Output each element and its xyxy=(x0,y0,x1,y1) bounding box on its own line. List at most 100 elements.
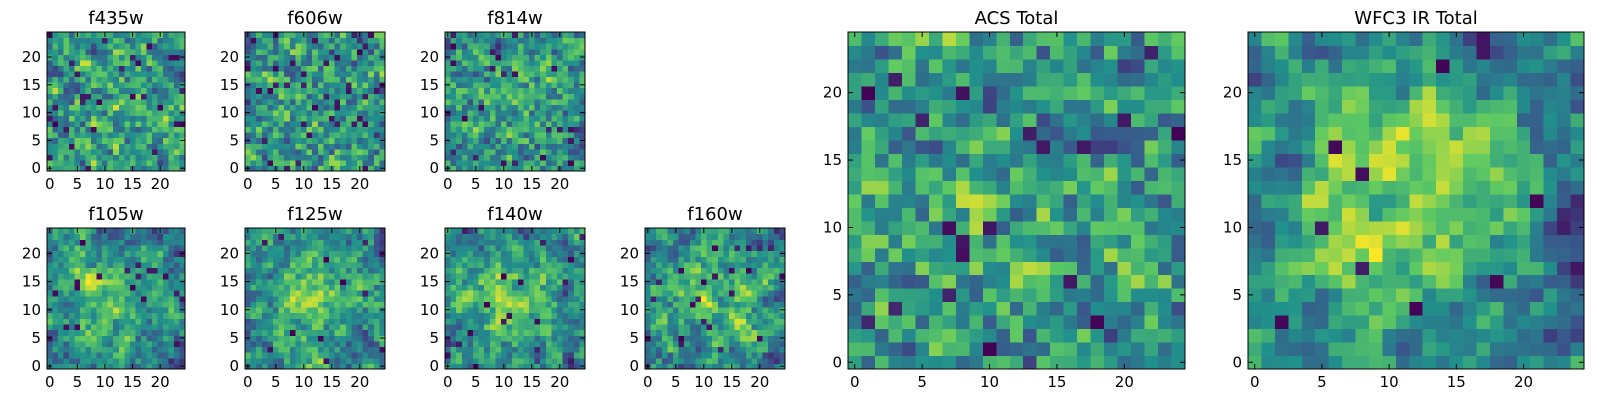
x-tick-label: 15 xyxy=(123,175,142,193)
heatmap-cell xyxy=(501,115,508,122)
heatmap-cell xyxy=(295,126,302,133)
heatmap-cell xyxy=(517,93,524,100)
heatmap-cell xyxy=(478,132,485,139)
heatmap-cell xyxy=(85,115,92,122)
heatmap-cell xyxy=(540,59,547,66)
heatmap-cell xyxy=(969,234,984,249)
heatmap-cell xyxy=(751,357,758,364)
heatmap-cell xyxy=(1077,315,1092,330)
heatmap-cell xyxy=(107,284,114,291)
heatmap-cell xyxy=(751,323,758,331)
heatmap-cell xyxy=(261,346,268,353)
heatmap-cell xyxy=(517,70,524,78)
heatmap-cell xyxy=(495,273,502,280)
heatmap-cell xyxy=(273,109,280,116)
heatmap-cell xyxy=(757,244,764,252)
heatmap-cell xyxy=(173,120,181,128)
heatmap-cell xyxy=(69,290,76,297)
heatmap-cell xyxy=(273,273,280,280)
heatmap-cell xyxy=(473,290,480,297)
heatmap-cell xyxy=(450,93,457,100)
heatmap-cell xyxy=(273,143,280,150)
heatmap-cell xyxy=(334,267,341,274)
heatmap-cell xyxy=(545,65,552,72)
heatmap-cell xyxy=(684,278,691,285)
heatmap-cell xyxy=(768,357,775,364)
heatmap-cell xyxy=(712,278,719,285)
heatmap-cell xyxy=(96,357,103,364)
heatmap-cell xyxy=(118,318,125,325)
heatmap-cell xyxy=(861,207,876,222)
heatmap-cell xyxy=(173,357,181,364)
heatmap-cell xyxy=(723,284,730,291)
heatmap-cell xyxy=(284,329,291,336)
heatmap-cell xyxy=(762,318,769,325)
heatmap-cell xyxy=(306,159,313,167)
heatmap-cell xyxy=(523,267,530,274)
x-tick-label: 10 xyxy=(95,175,114,193)
heatmap-cell xyxy=(301,93,308,100)
heatmap-cell xyxy=(673,340,680,348)
heatmap-cell xyxy=(501,267,508,274)
heatmap-cell xyxy=(484,109,491,116)
heatmap-cell xyxy=(168,329,175,336)
heatmap-cell xyxy=(261,48,268,55)
heatmap-cell xyxy=(146,87,153,94)
heatmap-cell xyxy=(63,267,70,274)
heatmap-cell xyxy=(996,301,1011,316)
heatmap-cell xyxy=(85,93,92,100)
heatmap-cells xyxy=(245,228,386,370)
heatmap-cell xyxy=(551,126,558,133)
heatmap-cell xyxy=(340,295,347,302)
heatmap-cell xyxy=(113,43,120,50)
heatmap-cell xyxy=(512,82,519,89)
heatmap-cell xyxy=(901,193,916,208)
heatmap-cell xyxy=(1063,247,1078,262)
heatmap-cell xyxy=(684,273,691,280)
heatmap-cell xyxy=(768,233,775,240)
heatmap-cell xyxy=(351,295,358,302)
heatmap-cell xyxy=(534,165,541,172)
heatmap-cell xyxy=(473,109,480,116)
heatmap-cell xyxy=(1009,274,1024,289)
heatmap-cell xyxy=(379,48,386,55)
heatmap-cell xyxy=(267,318,274,325)
heatmap-cell xyxy=(678,261,685,269)
heatmap-cell xyxy=(351,70,358,78)
heatmap-cell xyxy=(146,143,153,150)
heatmap-cell xyxy=(456,104,463,111)
heatmap-cell xyxy=(345,115,352,122)
heatmap-cell xyxy=(557,59,564,66)
heatmap-cell xyxy=(689,335,696,342)
heatmap-cell xyxy=(506,295,513,302)
heatmap-cell xyxy=(124,306,131,314)
heatmap-cell xyxy=(96,143,103,150)
heatmap-cell xyxy=(661,244,668,252)
heatmap-cell xyxy=(768,323,775,331)
heatmap-cell xyxy=(901,274,916,289)
heatmap-cell xyxy=(58,267,65,274)
heatmap-cell xyxy=(278,273,285,280)
heatmap-cell xyxy=(334,318,341,325)
heatmap-cell xyxy=(357,261,364,269)
heatmap-cell xyxy=(1131,315,1146,330)
heatmap-cell xyxy=(168,165,175,172)
heatmap-cell xyxy=(467,37,474,44)
heatmap-cell xyxy=(568,357,575,364)
heatmap-cell xyxy=(478,340,485,348)
heatmap-cell xyxy=(129,284,136,291)
heatmap-cell xyxy=(489,284,496,291)
heatmap-cell xyxy=(47,284,54,291)
heatmap-cell xyxy=(861,220,876,235)
heatmap-cell xyxy=(47,87,54,94)
heatmap-cell xyxy=(295,295,302,302)
heatmap-cell xyxy=(245,352,252,359)
heatmap-cell xyxy=(501,109,508,116)
heatmap-cell xyxy=(80,120,87,128)
heatmap-cell xyxy=(124,323,131,331)
heatmap-cell xyxy=(267,132,274,139)
heatmap-cell xyxy=(329,115,336,122)
heatmap-cell xyxy=(102,312,109,319)
heatmap-cell xyxy=(96,273,103,280)
heatmap-cell xyxy=(1117,193,1132,208)
